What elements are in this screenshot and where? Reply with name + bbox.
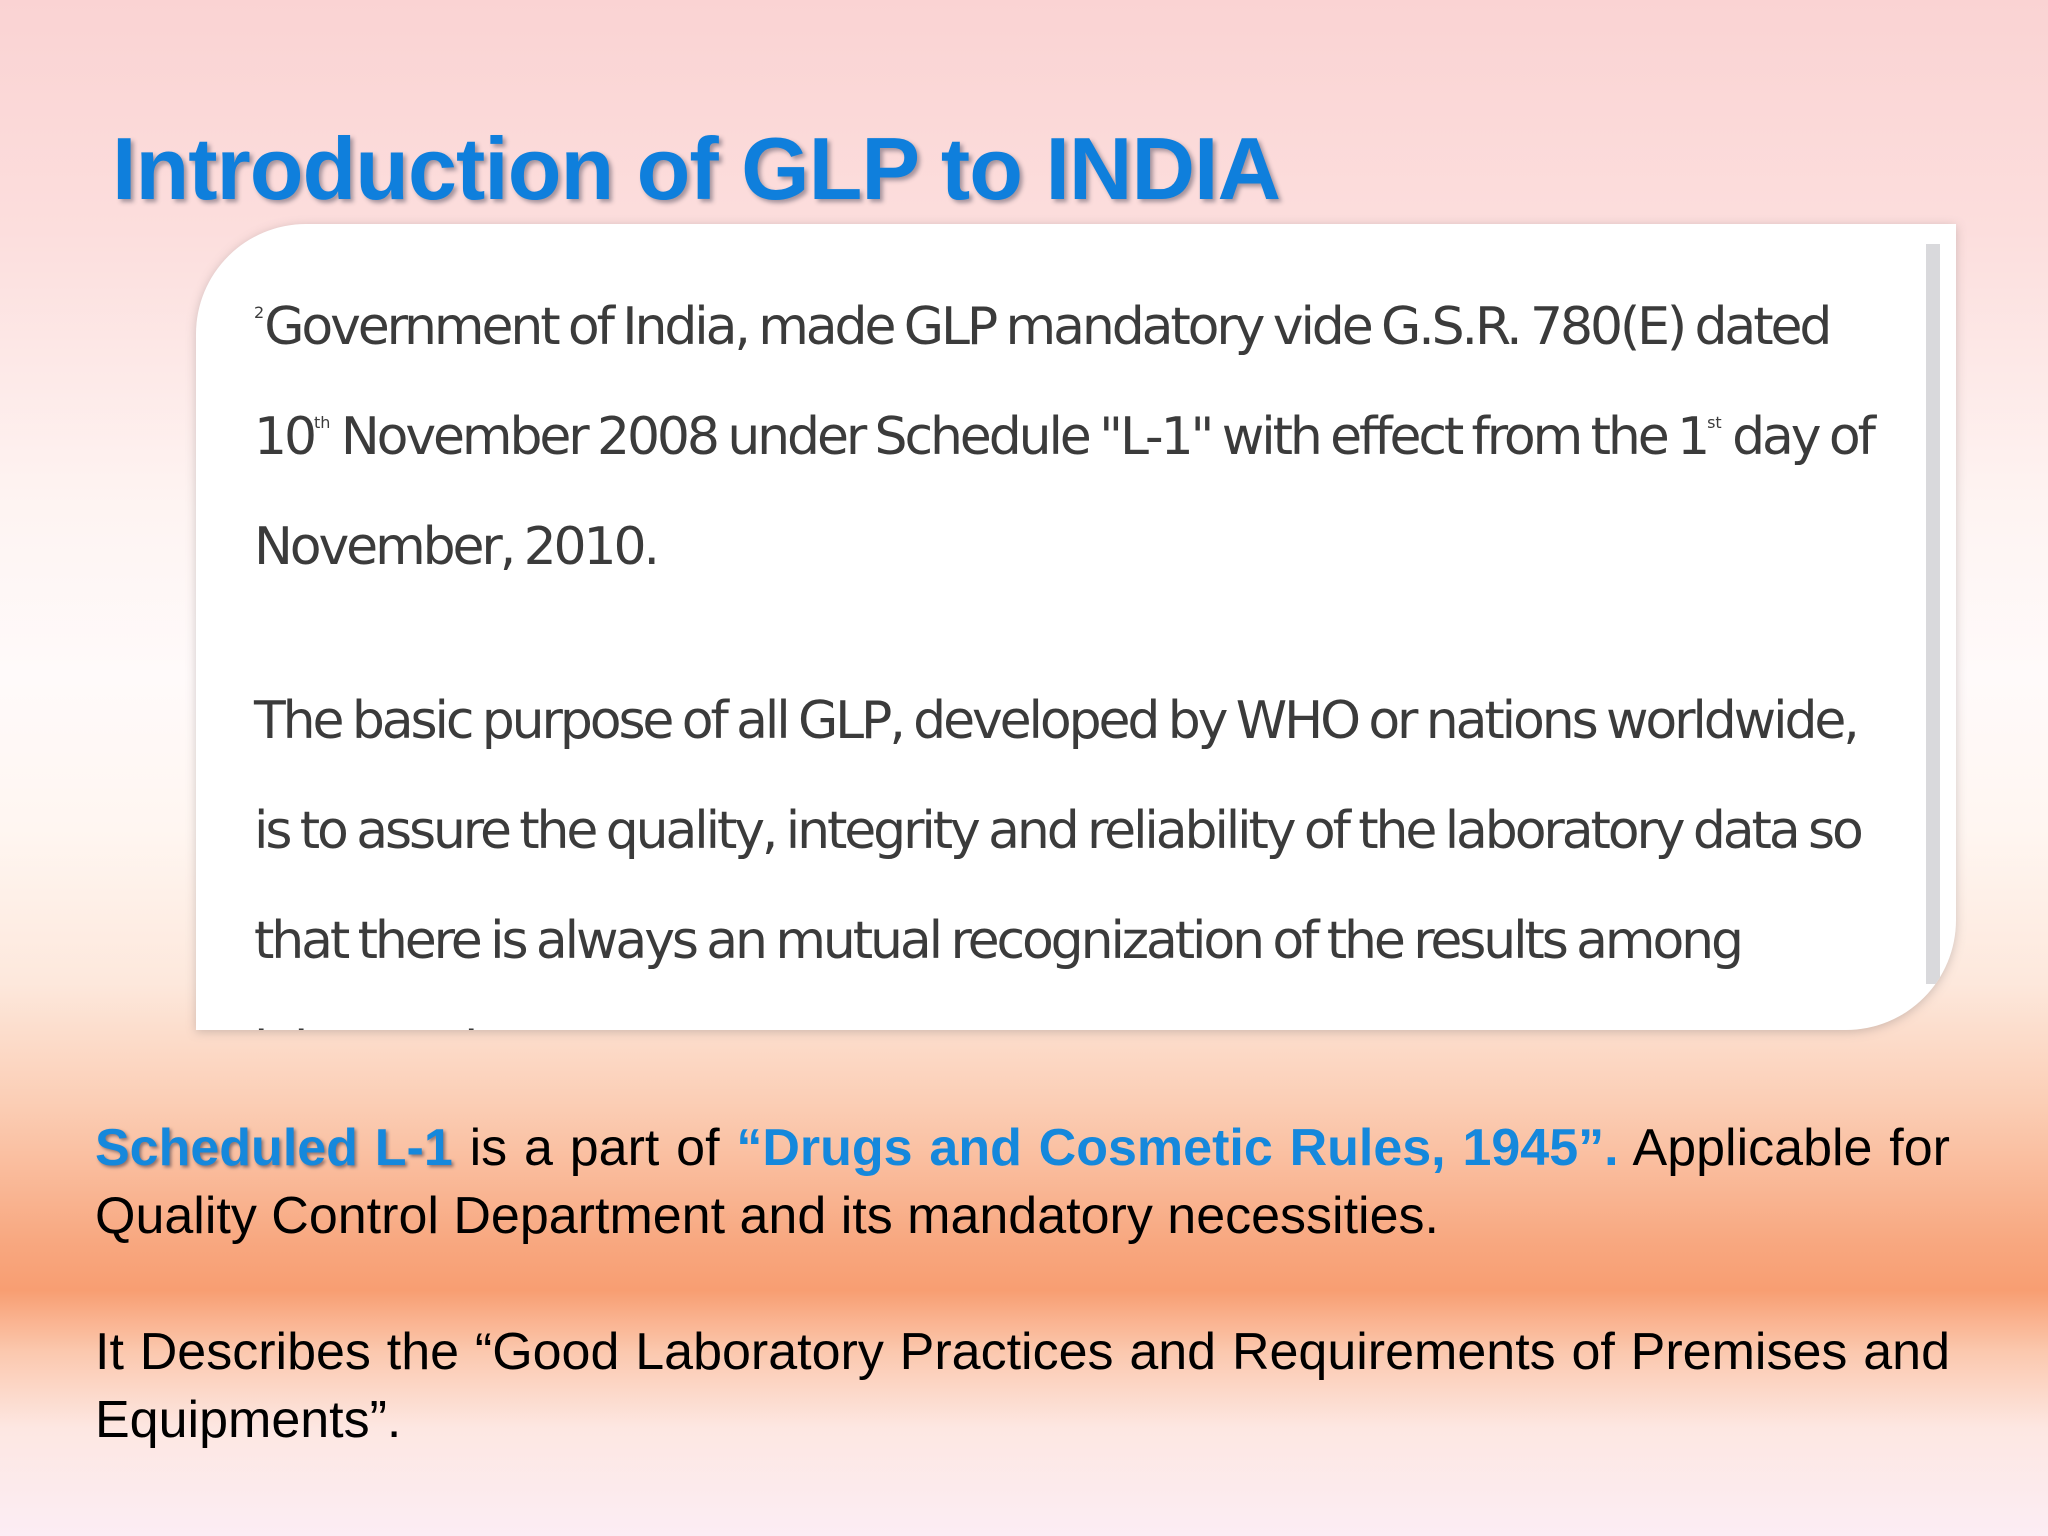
screenshot-text-panel: 2Government of India, made GLP mandatory… [196, 224, 1956, 1030]
footnote-marker: 2 [254, 303, 265, 322]
describes-paragraph: It Describes the “Good Laboratory Practi… [95, 1323, 1950, 1449]
schedule-paragraph: Scheduled L-1 is a part of “Drugs and Co… [95, 1114, 1950, 1250]
schedule-mid: is a part of [452, 1119, 737, 1177]
panel-text: 2Government of India, made GLP mandatory… [254, 272, 1894, 1030]
panel-paragraph-mandate: 2Government of India, made GLP mandatory… [254, 272, 1894, 602]
ordinal-st: st [1707, 413, 1722, 432]
rules-name: “Drugs and Cosmetic Rules, 1945”. [736, 1119, 1619, 1177]
mandate-text-c: day of November, 2010. [254, 407, 1876, 577]
mandate-text-b: November 2008 under Schedule "L-1" with … [330, 407, 1710, 467]
panel-scrollbar-edge [1926, 244, 1940, 984]
panel-paragraph-purpose: The basic purpose of all GLP, developed … [254, 691, 1864, 1030]
ordinal-th: th [313, 413, 331, 432]
mandate-text-a: Government of India, made GLP mandatory … [254, 297, 1832, 467]
schedule-highlight: Scheduled L-1 [95, 1119, 453, 1177]
schedule-rest: Applicable for Quality Control Departmen… [95, 1119, 1950, 1245]
slide-title: Introduction of GLP to INDIA [112, 119, 1281, 218]
